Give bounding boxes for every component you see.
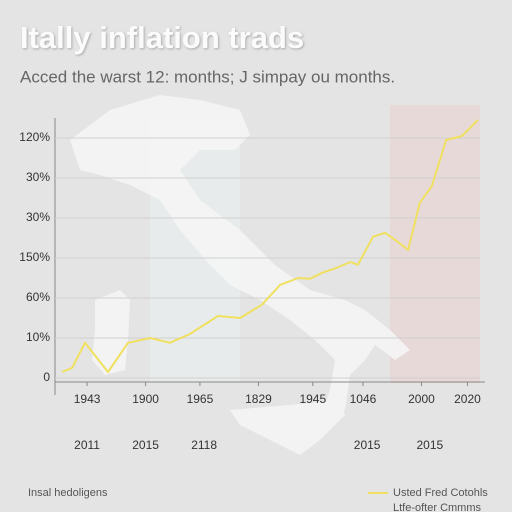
legend-label: Usted Fred Cotohls	[393, 487, 488, 499]
y-tick-label: 120%	[19, 130, 50, 144]
y-tick-label: 60%	[26, 290, 50, 304]
x-tick-label: 1945	[299, 392, 326, 406]
line-series	[61, 119, 479, 373]
chart-title: Itally inflation trads	[20, 20, 304, 55]
x-tick-label: 1900	[132, 392, 159, 406]
highlight-band	[390, 105, 480, 383]
map-sardinia	[92, 290, 130, 375]
x-tick-label: 1829	[245, 392, 272, 406]
y-tick-label: 10%	[26, 330, 50, 344]
y-tick-label: 0	[43, 370, 50, 384]
x-tick-label: 2020	[454, 392, 481, 406]
x-tick-label: 1965	[187, 392, 214, 406]
legend-extra: Ltfe-ofter Cmmms	[393, 502, 482, 512]
x2-tick-label: 2015	[354, 438, 381, 452]
y-tick-label: 30%	[26, 210, 50, 224]
x2-tick-label: 2011	[74, 438, 100, 452]
x-tick-label: 1046	[350, 392, 377, 406]
chart-subtitle: Acced the warst 12: months; J simpay ou …	[20, 67, 395, 86]
x2-tick-label: 2015	[132, 438, 159, 452]
y-tick-label: 30%	[26, 170, 50, 184]
y-tick-label: 150%	[19, 250, 50, 264]
map-sicily	[230, 400, 345, 455]
footnote: Insal hedoligens	[28, 487, 108, 499]
x-tick-label: 2000	[408, 392, 435, 406]
x2-tick-label: 2118	[191, 438, 217, 452]
x2-tick-label: 2015	[416, 438, 443, 452]
x-tick-label: 1943	[74, 392, 101, 406]
